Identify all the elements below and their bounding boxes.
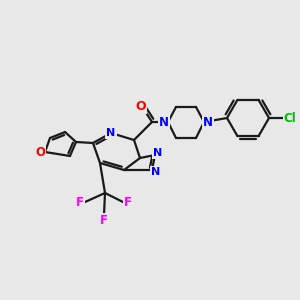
- Text: Cl: Cl: [284, 112, 296, 124]
- Text: N: N: [153, 148, 163, 158]
- Text: N: N: [152, 167, 160, 177]
- Text: N: N: [106, 128, 116, 138]
- Text: N: N: [159, 116, 169, 128]
- Text: F: F: [124, 196, 132, 208]
- Text: O: O: [35, 146, 45, 158]
- Text: F: F: [100, 214, 108, 226]
- Text: N: N: [203, 116, 213, 128]
- Text: F: F: [76, 196, 84, 208]
- Text: O: O: [136, 100, 146, 112]
